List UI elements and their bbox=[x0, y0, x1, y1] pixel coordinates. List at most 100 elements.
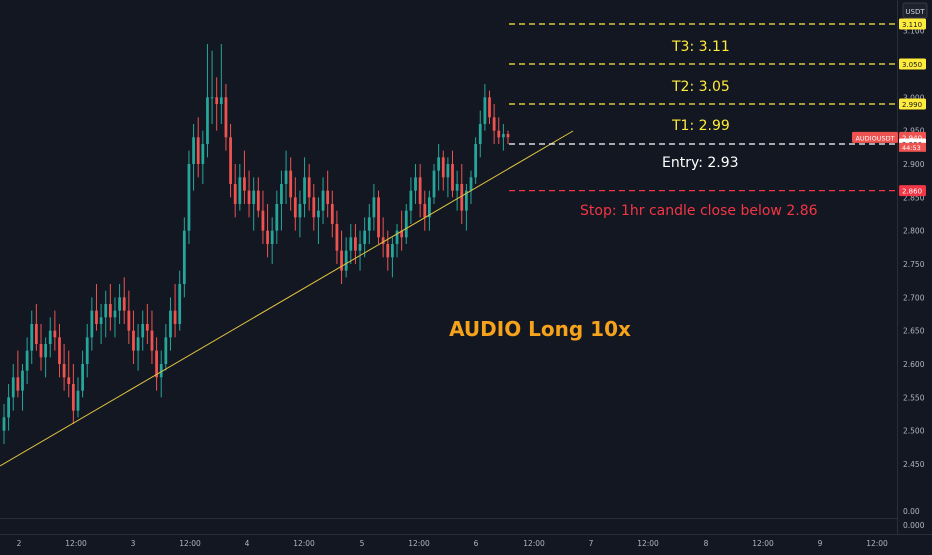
candle-body bbox=[58, 337, 61, 364]
candle bbox=[326, 170, 330, 218]
candle-body bbox=[76, 390, 80, 411]
candle bbox=[90, 297, 94, 351]
candle-body bbox=[321, 190, 325, 211]
candle bbox=[464, 183, 468, 231]
currency-badge[interactable] bbox=[902, 2, 928, 19]
candle bbox=[238, 163, 242, 211]
candle-body bbox=[400, 230, 404, 238]
candle bbox=[113, 297, 117, 338]
candle-body bbox=[298, 203, 302, 218]
candle-body bbox=[478, 123, 482, 144]
candle bbox=[247, 170, 251, 218]
price-tick-label: 2.900 bbox=[903, 160, 925, 169]
countdown-text: 44:53 bbox=[902, 144, 921, 152]
price-tick-label: 2.950 bbox=[903, 127, 925, 136]
candle-body bbox=[289, 170, 293, 198]
candle-body bbox=[367, 217, 371, 231]
price-tick-label: 2.850 bbox=[903, 193, 925, 202]
level-label-stop: Stop: 1hr candle close below 2.86 bbox=[580, 203, 818, 219]
candle bbox=[451, 150, 454, 198]
candle bbox=[330, 190, 334, 238]
price-tag-text-stop: 2.860 bbox=[902, 188, 922, 196]
candle-body bbox=[497, 130, 501, 138]
price-tick-label: 2.500 bbox=[903, 427, 925, 436]
candle-body bbox=[81, 363, 84, 391]
candle-body bbox=[113, 310, 117, 318]
price-tick-label: 2.750 bbox=[903, 260, 925, 269]
candle-body bbox=[432, 170, 436, 198]
time-tick-label: 3 bbox=[131, 539, 136, 548]
price-tag-t2 bbox=[899, 58, 926, 70]
candle bbox=[58, 323, 61, 378]
candle bbox=[44, 337, 48, 378]
candle bbox=[275, 190, 279, 244]
level-label-t1: T1: 2.99 bbox=[671, 118, 730, 134]
price-tick-label: 0.00 bbox=[903, 507, 920, 516]
candle bbox=[76, 377, 80, 418]
candle bbox=[312, 183, 316, 231]
candle-body bbox=[21, 370, 24, 391]
candle bbox=[432, 163, 436, 204]
candle bbox=[298, 190, 302, 238]
candle-body bbox=[317, 210, 320, 218]
candle bbox=[196, 117, 200, 178]
candle-body bbox=[372, 197, 376, 218]
candle-body bbox=[381, 237, 385, 244]
candle-body bbox=[118, 297, 121, 311]
candle-body bbox=[238, 177, 242, 204]
candle-body bbox=[16, 377, 20, 391]
candle bbox=[483, 83, 487, 131]
candle bbox=[16, 350, 20, 398]
candle-body bbox=[25, 350, 29, 371]
candle bbox=[284, 150, 288, 204]
candle bbox=[437, 143, 441, 191]
time-axis[interactable]: 2 12:00 3 12:00 4 12:00 5 12:00 6 12:00 7 12:00 8 12:… bbox=[0, 534, 932, 549]
candle-body bbox=[71, 383, 75, 411]
candle bbox=[71, 363, 75, 424]
candle bbox=[423, 190, 427, 231]
candle bbox=[446, 157, 450, 198]
trendline-layer[interactable] bbox=[0, 130, 574, 467]
price-tick-label: 3.100 bbox=[903, 27, 925, 36]
candle-body bbox=[363, 230, 367, 244]
candle bbox=[372, 183, 376, 231]
price-labels-layer: 3.1103.0502.9902.9402.9302.860AUDIOUSDT4… bbox=[852, 18, 926, 197]
candle-body bbox=[418, 177, 422, 204]
candle-body bbox=[483, 97, 487, 124]
candle bbox=[256, 177, 260, 218]
levels-layer[interactable]: T3: 3.11 T2: 3.05 T1: 2.99 Entry: 2.93 Stop:… bbox=[509, 23, 897, 219]
candle bbox=[349, 223, 353, 264]
candle bbox=[210, 50, 214, 124]
time-tick-label: 7 bbox=[589, 539, 594, 548]
candle-body bbox=[155, 350, 158, 378]
candle bbox=[321, 177, 325, 224]
candle-body bbox=[44, 343, 48, 358]
candle bbox=[67, 350, 71, 398]
candle bbox=[317, 197, 320, 244]
candle bbox=[381, 217, 385, 258]
candle-body bbox=[409, 190, 413, 211]
candle-body bbox=[187, 163, 191, 231]
price-tick-label: 2.600 bbox=[903, 360, 925, 369]
price-tag-text-t2: 3.050 bbox=[902, 61, 922, 69]
candle bbox=[150, 310, 154, 364]
candle-body bbox=[307, 177, 311, 198]
candle bbox=[81, 350, 84, 398]
candle bbox=[469, 170, 473, 204]
candle-body bbox=[335, 223, 339, 251]
candle-body bbox=[446, 163, 450, 178]
countdown-tag bbox=[899, 142, 926, 152]
price-tag-stop bbox=[899, 185, 926, 197]
price-axis[interactable]: USDT 2.450 2.500 2.550 2.600 2.650 2.700 2.750… bbox=[0, 0, 928, 535]
candle bbox=[182, 217, 186, 298]
candle-body bbox=[48, 330, 52, 344]
candle-body bbox=[423, 203, 427, 218]
candle bbox=[289, 157, 293, 211]
candle bbox=[266, 203, 269, 258]
time-tick-label: 12:00 bbox=[408, 539, 430, 548]
trendline[interactable] bbox=[0, 130, 574, 467]
candle bbox=[233, 163, 237, 218]
candle-body bbox=[90, 310, 94, 338]
